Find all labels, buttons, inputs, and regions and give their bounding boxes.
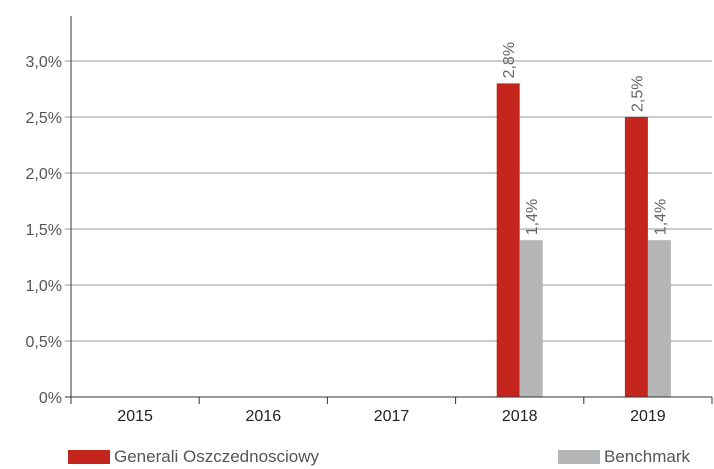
x-tick-label: 2019 [630,408,666,425]
x-tick-label: 2017 [374,408,410,425]
y-tick-label: 0,5% [26,334,62,351]
bar [519,240,543,397]
legend-item-benchmark: Benchmark [558,446,690,468]
y-tick-label: 3,0% [26,54,62,71]
legend-label-benchmark: Benchmark [604,447,690,466]
bar-chart: 0% 0,5% 1,0% 1,5% 2,0% 2,5% 3,0% 2,8% 1,4% 2,5% 1… [26,16,713,425]
y-tick-label: 2,5% [26,110,62,127]
y-tick-label: 0% [39,390,62,407]
bar [624,117,648,397]
data-label: 1,4% [524,199,541,235]
gridlines [65,60,712,342]
legend-item-generali: Generali Oszczednosciowy [68,446,319,468]
legend-label-generali: Generali Oszczednosciowy [114,447,320,466]
y-tick-label: 1,5% [26,222,62,239]
bar [496,83,520,398]
bars: 2,8% 1,4% 2,5% 1,4% [496,42,671,398]
x-tick-label: 2015 [117,408,153,425]
legend: Generali Oszczednosciowy Benchmark [0,446,714,468]
x-axis: 2015 2016 2017 2018 2019 [65,16,713,425]
data-label: 1,4% [652,199,669,235]
y-tick-label: 2,0% [26,166,62,183]
x-tick-label: 2016 [246,408,282,425]
bar [647,240,671,397]
y-tick-label: 1,0% [26,278,62,295]
data-label: 2,8% [501,42,518,78]
legend-swatch-benchmark [558,450,600,464]
x-tick-label: 2018 [502,408,538,425]
legend-swatch-generali [68,450,110,464]
y-axis-ticks: 0% 0,5% 1,0% 1,5% 2,0% 2,5% 3,0% [26,54,62,407]
data-label: 2,5% [629,76,646,112]
